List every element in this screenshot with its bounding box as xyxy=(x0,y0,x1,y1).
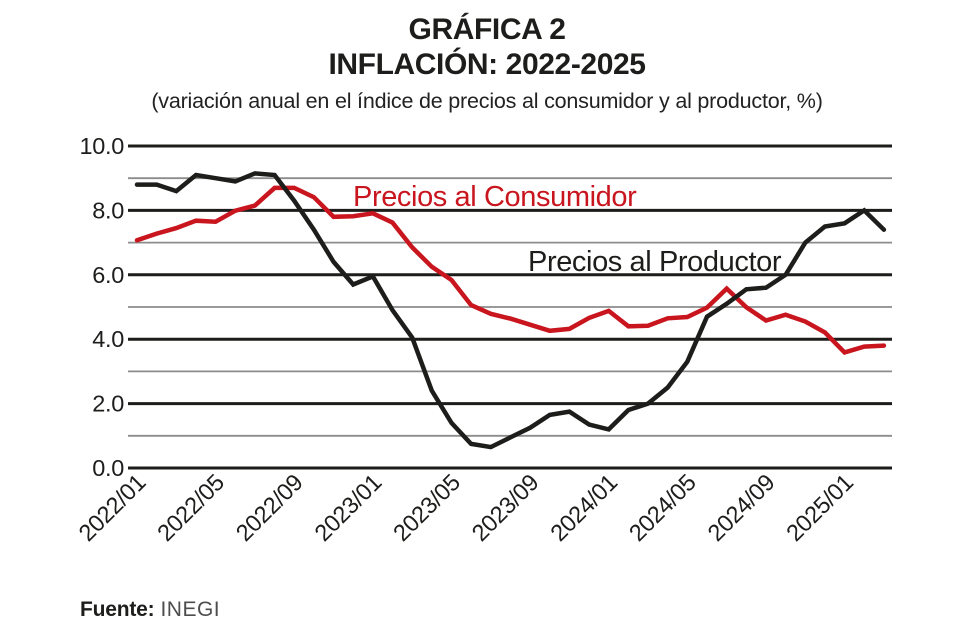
consumer-series-label: Precios al Consumidor xyxy=(353,181,637,213)
x-tick-label-2022-05: 2022/05 xyxy=(152,469,229,546)
source-value: INEGI xyxy=(160,598,221,621)
y-axis-tick-labels: 0.0 2.0 4.0 6.0 8.0 10.0 xyxy=(79,133,124,481)
producer-price-line xyxy=(134,171,887,450)
x-axis-tick-labels: 2022/01 2022/05 2022/09 2023/01 2023/05 2023/… xyxy=(74,469,859,546)
x-tick-label-2023-01: 2023/01 xyxy=(309,469,386,546)
y-tick-label-2.0: 2.0 xyxy=(92,391,124,417)
chart-title-line1: GRÁFICA 2 xyxy=(408,13,566,46)
consumer-price-line xyxy=(134,185,887,355)
chart-title-line2: INFLACIÓN: 2022-2025 xyxy=(328,48,646,81)
y-tick-label-10.0: 10.0 xyxy=(79,133,124,159)
y-tick-label-8.0: 8.0 xyxy=(92,197,124,223)
x-tick-label-2023-05: 2023/05 xyxy=(388,469,465,546)
x-tick-label-2025-01: 2025/01 xyxy=(781,469,858,546)
x-tick-label-2023-09: 2023/09 xyxy=(467,469,544,546)
y-tick-label-0.0: 0.0 xyxy=(92,455,124,481)
x-tick-label-2024-09: 2024/09 xyxy=(703,469,780,546)
x-tick-label-2022-09: 2022/09 xyxy=(231,469,308,546)
x-tick-label-2024-01: 2024/01 xyxy=(545,469,622,546)
x-tick-label-2024-05: 2024/05 xyxy=(624,469,701,546)
gridlines-group xyxy=(128,144,892,470)
source-note: Fuente: INEGI xyxy=(80,598,220,622)
y-tick-label-6.0: 6.0 xyxy=(92,262,124,288)
chart-header: GRÁFICA 2 INFLACIÓN: 2022-2025 (variació… xyxy=(0,12,960,114)
source-label: Fuente: xyxy=(80,598,155,621)
y-tick-label-4.0: 4.0 xyxy=(92,326,124,352)
series-lines-group xyxy=(134,171,887,450)
producer-series-label: Precios al Productor xyxy=(528,246,782,278)
chart-subtitle: (variación anual en el índice de precios… xyxy=(151,89,823,113)
